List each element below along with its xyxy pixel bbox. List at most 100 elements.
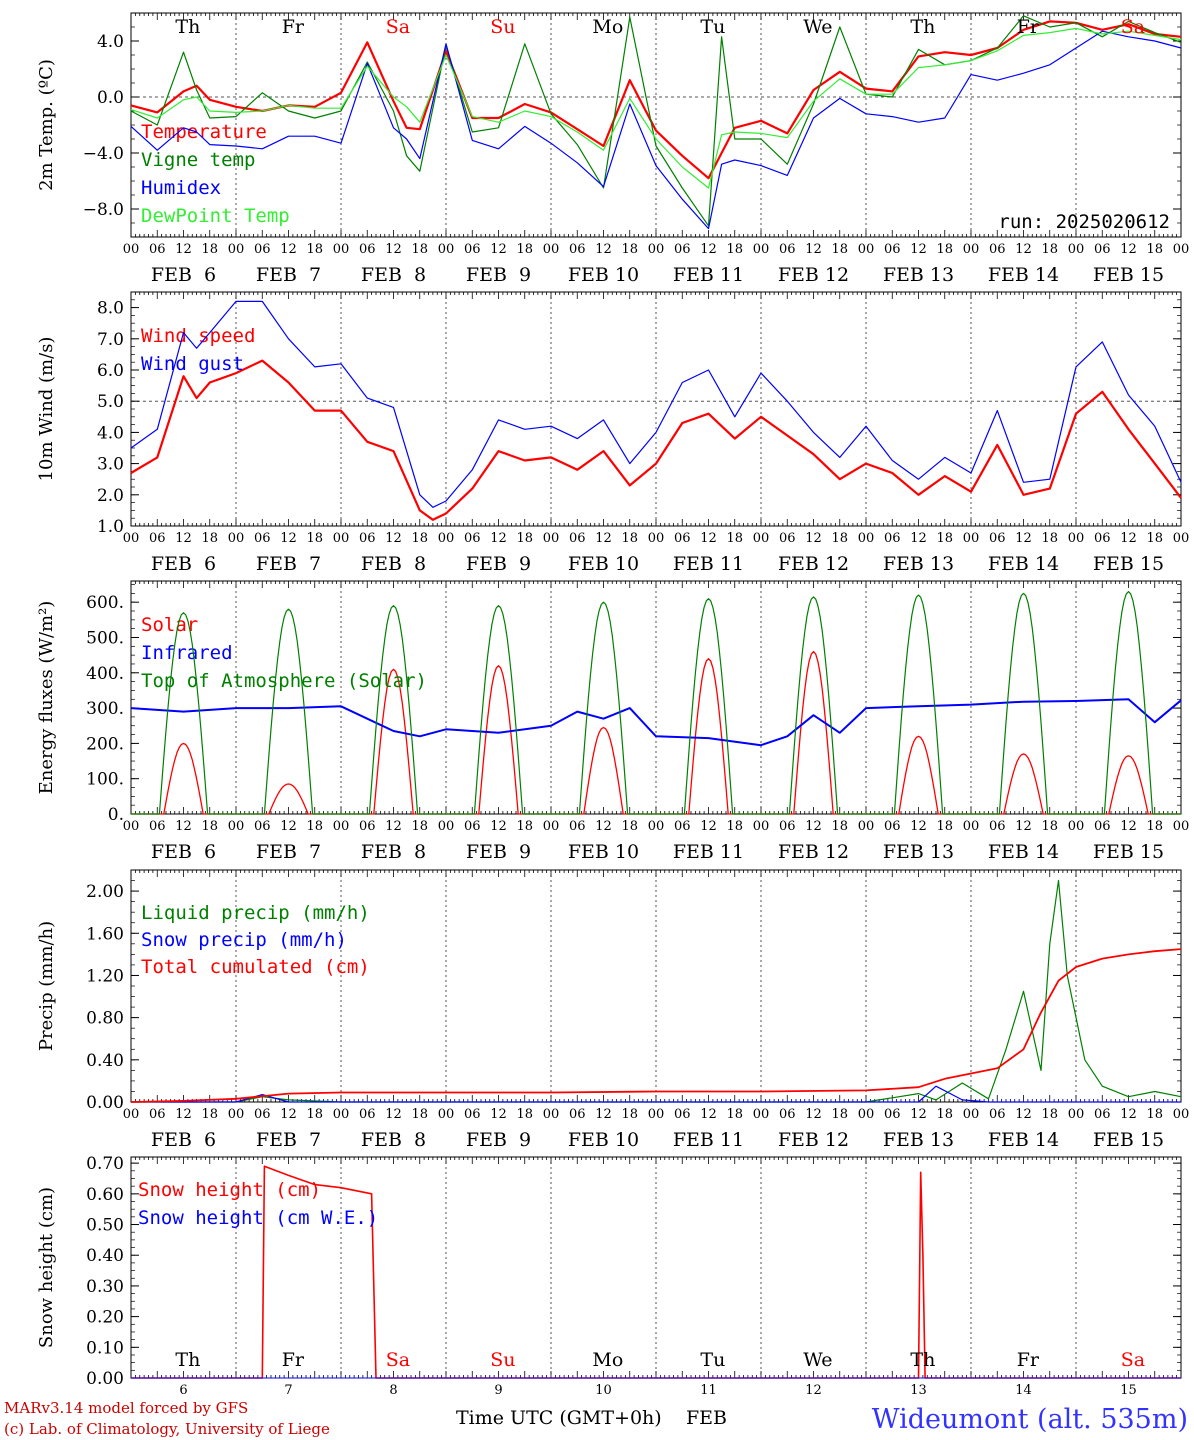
hour-tick-label: 12: [1120, 819, 1137, 834]
hour-tick-label: 06: [254, 242, 271, 257]
hour-tick-label: 00: [963, 819, 980, 834]
hour-tick-label: 12: [280, 531, 297, 546]
hour-tick-label: 00: [543, 531, 560, 546]
hour-tick-label: 06: [1094, 242, 1111, 257]
y-axis-title: 10m Wind (m/s): [36, 337, 57, 482]
hour-tick-label: 18: [411, 531, 428, 546]
hour-tick-label: 18: [621, 819, 638, 834]
date-label: FEB 7: [256, 841, 321, 863]
date-label: FEB 8: [361, 1129, 426, 1151]
hour-tick-label: 06: [149, 819, 166, 834]
hour-tick-label: 06: [884, 242, 901, 257]
footer: MARv3.14 model forced by GFS (c) Lab. of…: [4, 1399, 1188, 1438]
date-label: FEB 15: [1093, 553, 1164, 575]
y-tick-label: 0.0: [97, 88, 124, 108]
hour-tick-label: 12: [175, 242, 192, 257]
hour-tick-label: 12: [595, 819, 612, 834]
hour-tick-label: 12: [595, 242, 612, 257]
hour-tick-label: 18: [411, 1107, 428, 1122]
hour-tick-label: 18: [306, 531, 323, 546]
day-name-label: Fr: [1017, 16, 1040, 38]
y-tick-label: 0.40: [86, 1051, 124, 1071]
y-tick-label: 1.0: [97, 517, 124, 537]
hour-tick-label: 06: [674, 1107, 691, 1122]
legend-item: Wind gust: [141, 353, 244, 375]
y-tick-label: 400.: [86, 664, 124, 684]
day-name-label: Fr: [1017, 1349, 1040, 1371]
date-label: FEB 11: [673, 553, 744, 575]
hour-tick-label: 06: [149, 531, 166, 546]
hour-tick-label: 06: [989, 242, 1006, 257]
legend-item: DewPoint Temp: [141, 205, 290, 227]
hour-tick-label: 00: [228, 531, 245, 546]
hour-tick-label: 00: [543, 819, 560, 834]
hour-tick-label: 12: [595, 531, 612, 546]
hour-tick-label: 12: [1015, 531, 1032, 546]
date-label: FEB 7: [256, 553, 321, 575]
day-number-label: 9: [494, 1383, 502, 1398]
hour-tick-label: 00: [1173, 1107, 1190, 1122]
panel-2: 1.0 2.0 3.0 4.0 5.0 6.0 7.0 8.0 10m Wind (m/s) Wi…: [36, 291, 1189, 575]
date-label: FEB 11: [673, 1129, 744, 1151]
day-number-label: 8: [389, 1383, 397, 1398]
date-label: FEB 13: [883, 841, 954, 863]
day-name-label: Sa: [1121, 1349, 1145, 1371]
series-infrared: [130, 698, 1182, 747]
hour-tick-label: 00: [648, 242, 665, 257]
hour-tick-label: 18: [201, 819, 218, 834]
y-tick-label: 200.: [86, 734, 124, 754]
hour-tick-label: 12: [1120, 1107, 1137, 1122]
hour-tick-label: 00: [858, 242, 875, 257]
date-label: FEB 14: [988, 841, 1059, 863]
y-tick-label: 100.: [86, 770, 124, 790]
hour-tick-label: 12: [490, 819, 507, 834]
date-label: FEB 7: [256, 264, 321, 286]
hour-tick-label: 00: [1173, 242, 1190, 257]
hour-tick-label: 18: [1146, 1107, 1163, 1122]
hour-tick-label: 06: [989, 819, 1006, 834]
hour-tick-label: 12: [385, 819, 402, 834]
date-label: FEB 6: [151, 841, 216, 863]
hour-tick-label: 06: [674, 819, 691, 834]
hour-tick-label: 12: [385, 242, 402, 257]
hour-tick-label: 00: [228, 242, 245, 257]
date-label: FEB 8: [361, 264, 426, 286]
hour-tick-label: 06: [1094, 819, 1111, 834]
hour-tick-label: 12: [700, 1107, 717, 1122]
hour-tick-label: 00: [1068, 819, 1085, 834]
hour-tick-label: 06: [359, 531, 376, 546]
legend-item: Wind speed: [141, 325, 255, 347]
day-number-label: 12: [805, 1383, 822, 1398]
hour-tick-label: 00: [333, 1107, 350, 1122]
hour-tick-label: 06: [464, 242, 481, 257]
hour-tick-label: 00: [1068, 531, 1085, 546]
date-label: FEB 15: [1093, 264, 1164, 286]
hour-tick-label: 18: [306, 819, 323, 834]
day-name-label: Tu: [700, 1349, 725, 1371]
hour-tick-label: 00: [858, 531, 875, 546]
date-label: FEB 6: [151, 264, 216, 286]
hour-tick-label: 12: [910, 242, 927, 257]
date-label: FEB 9: [466, 1129, 531, 1151]
hour-tick-label: 06: [254, 531, 271, 546]
hour-tick-label: 18: [306, 242, 323, 257]
hour-tick-label: 18: [411, 242, 428, 257]
hour-tick-label: 00: [648, 819, 665, 834]
hour-tick-label: 12: [805, 531, 822, 546]
hour-tick-label: 18: [201, 531, 218, 546]
y-tick-label: 0.60: [86, 1185, 124, 1205]
day-name-label: Su: [490, 1349, 515, 1371]
day-number-label: 7: [284, 1383, 292, 1398]
time-axis-month: FEB: [686, 1407, 727, 1429]
hour-tick-label: 00: [543, 242, 560, 257]
day-number-label: 15: [1120, 1383, 1137, 1398]
hour-tick-label: 18: [831, 531, 848, 546]
hour-tick-label: 06: [569, 531, 586, 546]
hour-tick-label: 18: [726, 242, 743, 257]
hour-tick-label: 06: [254, 1107, 271, 1122]
day-number-label: 10: [595, 1383, 612, 1398]
date-label: FEB 6: [151, 1129, 216, 1151]
legend-item: Liquid precip (mm/h): [141, 902, 370, 924]
legend-item: Humidex: [141, 177, 221, 199]
hour-tick-label: 12: [700, 531, 717, 546]
